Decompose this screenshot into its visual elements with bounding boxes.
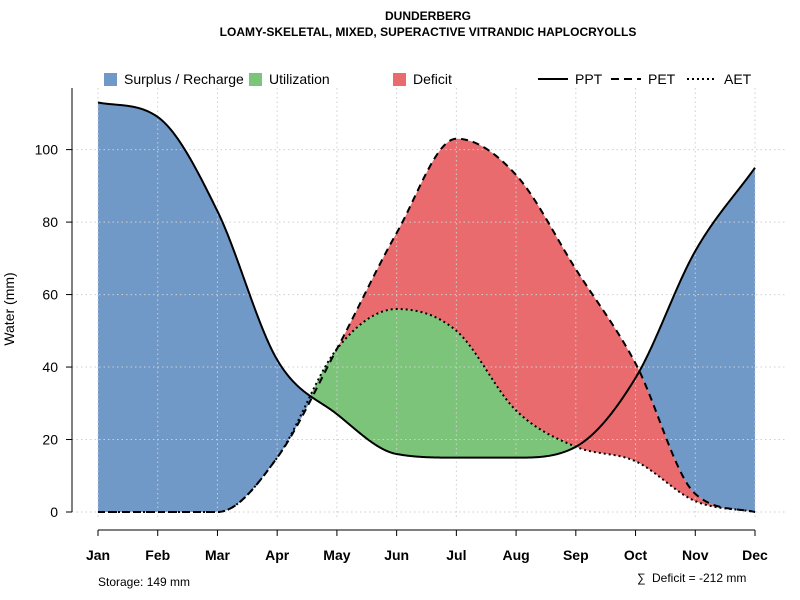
legend-label: Deficit — [413, 71, 452, 87]
x-tick-label-oct: Oct — [624, 547, 648, 563]
legend-label: PET — [648, 71, 676, 87]
y-tick-label: 0 — [50, 504, 58, 520]
sum-icon: ∑ — [637, 571, 646, 585]
deficit-note: Deficit = -212 mm — [652, 571, 746, 585]
legend-swatch — [104, 73, 117, 86]
y-tick-label: 60 — [42, 287, 58, 303]
y-tick-label: 100 — [35, 142, 59, 158]
legend-swatch — [393, 73, 406, 86]
x-tick-label-jun: Jun — [384, 547, 409, 563]
chart-title: DUNDERBERG — [385, 9, 471, 23]
x-tick-label-jan: Jan — [86, 547, 110, 563]
y-axis-title: Water (mm) — [1, 272, 17, 345]
legend-swatch — [249, 73, 262, 86]
x-tick-label-may: May — [323, 547, 350, 563]
series-aet-line — [98, 308, 756, 513]
y-tick-label: 80 — [42, 214, 58, 230]
series-lines — [97, 101, 756, 513]
legend-label: PPT — [575, 71, 603, 87]
y-tick-label: 20 — [42, 432, 58, 448]
x-tick-label-jul: Jul — [446, 547, 466, 563]
y-tick-label: 40 — [42, 359, 58, 375]
legend-label: Surplus / Recharge — [124, 71, 244, 87]
x-tick-label-aug: Aug — [502, 547, 529, 563]
deficit-area — [98, 138, 755, 513]
legend: Surplus / Recharge Utilization Deficit PPT P… — [104, 71, 752, 87]
legend-label: Utilization — [269, 71, 330, 87]
x-tick-label-apr: Apr — [265, 547, 290, 563]
x-tick-label-dec: Dec — [742, 547, 768, 563]
x-tick-label-mar: Mar — [205, 547, 230, 563]
x-tick-label-sep: Sep — [563, 547, 589, 563]
chart-subtitle: LOAMY-SKELETAL, MIXED, SUPERACTIVE VITRA… — [220, 25, 637, 39]
x-tick-label-nov: Nov — [682, 547, 709, 563]
series-ppt-line — [97, 101, 756, 459]
legend-label: AET — [724, 71, 752, 87]
surplus-area — [98, 102, 755, 512]
area-fills — [98, 102, 755, 513]
x-tick-label-feb: Feb — [145, 547, 170, 563]
utilization-area — [98, 309, 755, 512]
storage-note: Storage: 149 mm — [98, 575, 190, 589]
series-pet-line — [98, 137, 756, 513]
axes: 0 20 40 60 80 100 Jan Feb Mar Apr May Jun Jul Aug Sep O… — [35, 88, 768, 563]
